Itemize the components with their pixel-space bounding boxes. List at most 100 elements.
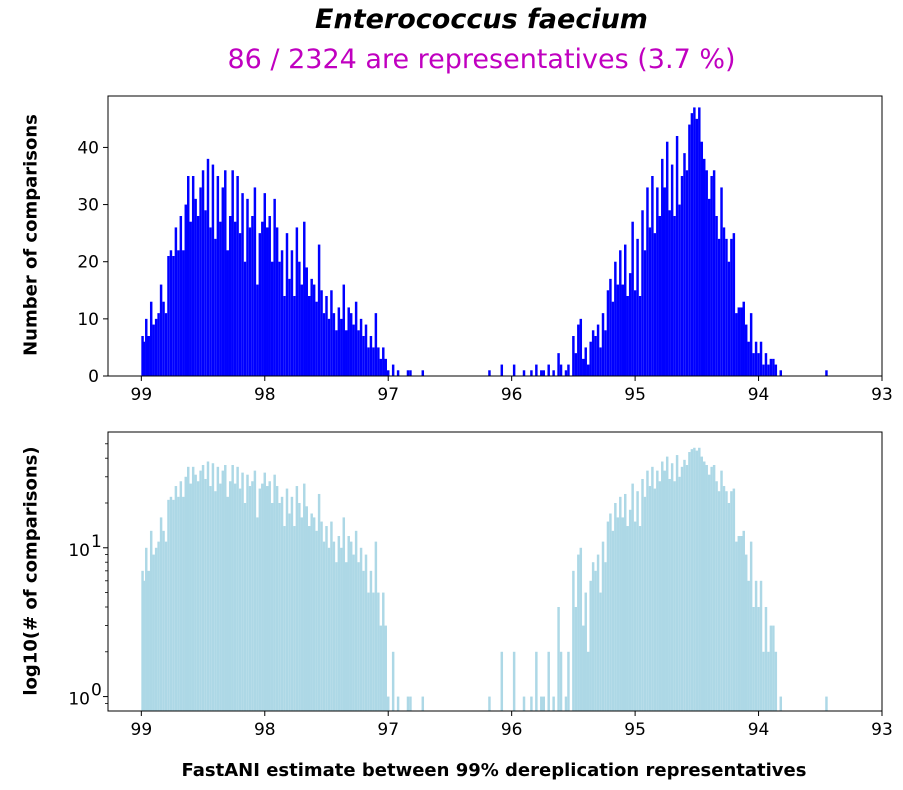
- bar-bottom-84: [347, 536, 350, 711]
- bar-top-128: [591, 330, 595, 376]
- bar-bottom-50: [263, 472, 267, 711]
- bar-bottom-134: [606, 521, 610, 711]
- bar-bottom-105: [421, 696, 425, 711]
- bar-bottom-20: [189, 483, 192, 711]
- bar-bottom-13: [172, 499, 175, 711]
- bar-top-95: [374, 313, 378, 376]
- bar-bottom-18: [184, 476, 188, 711]
- bar-top-88: [357, 330, 360, 376]
- bar-bottom-47: [256, 517, 259, 711]
- bar-bottom-6: [154, 547, 158, 711]
- bar-top-199: [767, 364, 770, 376]
- bar-bottom-87: [354, 530, 358, 711]
- bar-top-122: [577, 324, 580, 376]
- bar-bottom-17: [182, 496, 185, 711]
- bar-bottom-143: [628, 509, 632, 711]
- bar-bottom-144: [631, 483, 634, 711]
- bar-top-22: [194, 198, 197, 376]
- bar-top-154: [656, 187, 659, 376]
- bar-top-197: [762, 364, 765, 376]
- bar-top-101: [391, 364, 395, 376]
- bar-bottom-173: [703, 461, 706, 711]
- bar-top-36: [228, 216, 232, 376]
- bar-bottom-88: [357, 562, 360, 711]
- bar-top-33: [221, 187, 225, 376]
- bar-top-146: [636, 238, 639, 376]
- bar-top-141: [624, 244, 627, 376]
- bar-top-26: [204, 210, 207, 376]
- bar-bottom-69: [310, 513, 313, 711]
- bar-top-48: [258, 233, 262, 376]
- bar-bottom-51: [266, 486, 269, 711]
- bar-top-56: [278, 261, 281, 376]
- bar-bottom-199: [767, 651, 770, 711]
- bar-bottom-115: [552, 696, 555, 711]
- bar-bottom-53: [270, 502, 274, 711]
- bar-bottom-135: [609, 513, 612, 711]
- bar-bottom-19: [187, 466, 190, 711]
- bar-bottom-201: [772, 625, 775, 711]
- bar-bottom-148: [641, 478, 644, 711]
- bar-bottom-161: [673, 481, 676, 711]
- bar-bottom-81: [340, 547, 343, 711]
- bar-bottom-126: [586, 651, 590, 711]
- bar-top-145: [633, 290, 637, 376]
- bar-bottom-26: [204, 478, 207, 711]
- bar-bottom-139: [619, 496, 622, 711]
- bar-bottom-8: [159, 517, 163, 711]
- y-tick-label-top: 30: [77, 196, 99, 216]
- bar-bottom-80: [337, 536, 341, 711]
- bar-top-159: [668, 210, 671, 376]
- bar-top-160: [670, 164, 674, 376]
- bar-top-27: [206, 158, 210, 376]
- bar-top-83: [345, 330, 348, 376]
- bar-bottom-67: [305, 506, 308, 711]
- bar-top-168: [690, 113, 694, 376]
- bar-top-72: [317, 244, 321, 376]
- bar-bottom-117: [559, 651, 563, 711]
- bar-top-117: [559, 364, 563, 376]
- bar-top-178: [715, 216, 718, 376]
- bar-top-152: [651, 176, 654, 376]
- bar-top-4: [149, 301, 153, 376]
- bar-top-35: [226, 250, 229, 376]
- bar-bottom-175: [707, 474, 711, 711]
- bar-top-106: [488, 370, 491, 376]
- bar-top-19: [187, 176, 190, 376]
- bar-bottom-151: [648, 486, 652, 711]
- bar-bottom-29: [211, 463, 215, 711]
- bar-top-40: [238, 233, 242, 376]
- bar-top-198: [764, 353, 768, 376]
- bar-top-176: [710, 176, 713, 376]
- bar-bottom-64: [298, 502, 301, 711]
- bar-bottom-74: [322, 541, 326, 711]
- bar-top-115: [552, 370, 555, 376]
- bar-bottom-43: [246, 474, 249, 711]
- bar-top-87: [354, 301, 358, 376]
- bar-top-163: [678, 204, 681, 376]
- bar-top-183: [727, 261, 731, 376]
- bar-bottom-10: [164, 541, 168, 711]
- bar-top-142: [626, 296, 629, 376]
- bar-bottom-55: [275, 486, 279, 711]
- bar-bottom-33: [221, 470, 225, 711]
- bar-bottom-5: [152, 554, 155, 711]
- bar-bottom-190: [744, 554, 748, 711]
- bar-bottom-39: [236, 466, 239, 711]
- bar-top-135: [609, 278, 612, 376]
- bar-top-121: [574, 353, 578, 376]
- bar-bottom-140: [621, 517, 624, 711]
- bar-bottom-196: [759, 580, 763, 711]
- bar-top-167: [688, 124, 691, 376]
- bar-top-54: [273, 198, 276, 376]
- bar-bottom-76: [327, 547, 331, 711]
- bar-top-109: [522, 370, 526, 376]
- bar-bottom-2: [145, 547, 148, 711]
- bar-bottom-7: [157, 541, 160, 711]
- x-tick-label-top: 93: [871, 385, 893, 405]
- bar-bottom-183: [727, 502, 731, 711]
- bar-bottom-97: [379, 625, 383, 711]
- bar-bottom-60: [288, 513, 291, 711]
- bar-bottom-136: [611, 530, 615, 711]
- bar-top-186: [735, 313, 738, 376]
